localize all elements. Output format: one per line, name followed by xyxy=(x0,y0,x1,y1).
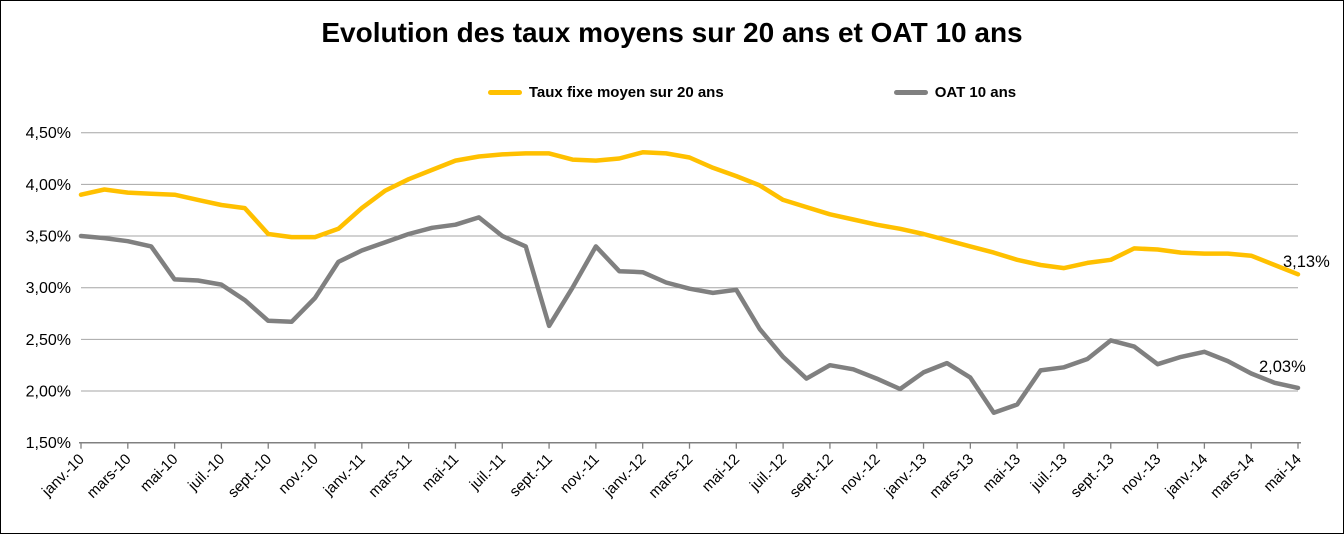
x-axis-label: mars-11 xyxy=(365,451,415,501)
y-axis-label: 4,00% xyxy=(26,177,71,194)
x-axis-label: mars-12 xyxy=(645,451,696,502)
x-axis-label: janv.-14 xyxy=(1162,451,1212,501)
x-axis-label: sept.-11 xyxy=(506,451,556,501)
x-axis-label: mai-12 xyxy=(699,451,743,495)
x-axis-label: mars-10 xyxy=(84,451,135,502)
legend: Taux fixe moyen sur 20 ans OAT 10 ans xyxy=(81,84,1343,101)
legend-label-oat: OAT 10 ans xyxy=(934,84,1017,101)
y-axis-label: 1,50% xyxy=(26,435,71,452)
end-label-oat: 2,03% xyxy=(1259,358,1306,376)
x-axis-label: sept.-13 xyxy=(1067,451,1117,501)
x-axis-label: juil.-13 xyxy=(1027,451,1071,495)
y-axis-label: 3,50% xyxy=(26,229,71,246)
x-axis-label: janv.-12 xyxy=(600,451,650,501)
x-axis-label: janv.-13 xyxy=(881,451,931,501)
legend-swatch-oat-icon xyxy=(893,90,928,95)
x-axis-label: nov.-12 xyxy=(837,451,884,498)
y-axis-label: 2,50% xyxy=(26,332,71,349)
legend-label-taux-fixe: Taux fixe moyen sur 20 ans xyxy=(528,84,724,101)
x-axis-label: janv.-11 xyxy=(320,451,369,500)
x-axis-label: nov.-10 xyxy=(275,451,322,498)
legend-swatch-taux-fixe-icon xyxy=(487,90,522,95)
y-axis-label: 3,00% xyxy=(26,280,71,297)
x-axis-label: mars-13 xyxy=(926,451,977,502)
series-line-oat xyxy=(78,215,1301,415)
x-axis-label: mars-14 xyxy=(1207,451,1258,502)
x-axis-label: nov.-11 xyxy=(557,451,603,497)
x-axis-label: juil.-11 xyxy=(466,451,509,494)
x-axis-label: mai-13 xyxy=(980,451,1024,495)
y-axis-label: 4,50% xyxy=(26,125,71,142)
x-axis-label: janv.-10 xyxy=(38,451,88,501)
x-axis-label: mai-14 xyxy=(1260,451,1304,495)
chart-title: Evolution des taux moyens sur 20 ans et … xyxy=(321,17,1023,48)
x-axis-label: sept.-12 xyxy=(786,451,836,501)
series-line-taux-fixe xyxy=(78,150,1301,277)
x-axis-label: juil.-10 xyxy=(184,451,228,495)
legend-item-oat: OAT 10 ans xyxy=(893,84,1017,101)
x-axis-label: mai-10 xyxy=(137,451,181,495)
end-label-taux-fixe: 3,13% xyxy=(1283,253,1330,271)
x-axis-label: juil.-12 xyxy=(746,451,790,495)
legend-item-taux-fixe: Taux fixe moyen sur 20 ans xyxy=(487,84,724,101)
x-axis-label: nov.-13 xyxy=(1118,451,1165,498)
x-axis-label: mai-11 xyxy=(419,451,463,495)
y-axis-label: 2,00% xyxy=(26,384,71,401)
x-axis-label: sept.-10 xyxy=(225,451,275,501)
